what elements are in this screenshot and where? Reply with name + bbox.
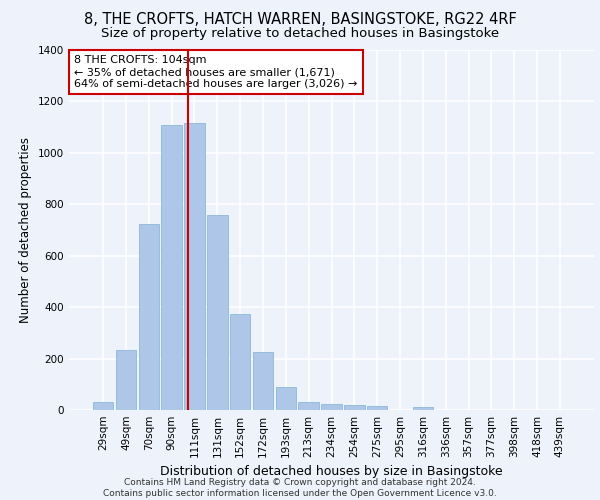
Text: Contains HM Land Registry data © Crown copyright and database right 2024.
Contai: Contains HM Land Registry data © Crown c… xyxy=(103,478,497,498)
Text: 8 THE CROFTS: 104sqm
← 35% of detached houses are smaller (1,671)
64% of semi-de: 8 THE CROFTS: 104sqm ← 35% of detached h… xyxy=(74,56,358,88)
X-axis label: Distribution of detached houses by size in Basingstoke: Distribution of detached houses by size … xyxy=(160,466,503,478)
Bar xyxy=(321,404,342,410)
Bar xyxy=(298,402,319,410)
Bar xyxy=(116,350,136,410)
Y-axis label: Number of detached properties: Number of detached properties xyxy=(19,137,32,323)
Bar xyxy=(253,352,273,410)
Bar xyxy=(275,387,296,410)
Text: Size of property relative to detached houses in Basingstoke: Size of property relative to detached ho… xyxy=(101,28,499,40)
Bar xyxy=(344,405,365,410)
Bar xyxy=(367,406,388,410)
Bar xyxy=(161,124,182,410)
Bar xyxy=(93,402,113,410)
Bar xyxy=(413,408,433,410)
Bar xyxy=(230,314,250,410)
Bar xyxy=(184,124,205,410)
Bar xyxy=(207,214,227,410)
Text: 8, THE CROFTS, HATCH WARREN, BASINGSTOKE, RG22 4RF: 8, THE CROFTS, HATCH WARREN, BASINGSTOKE… xyxy=(83,12,517,28)
Bar xyxy=(139,224,159,410)
